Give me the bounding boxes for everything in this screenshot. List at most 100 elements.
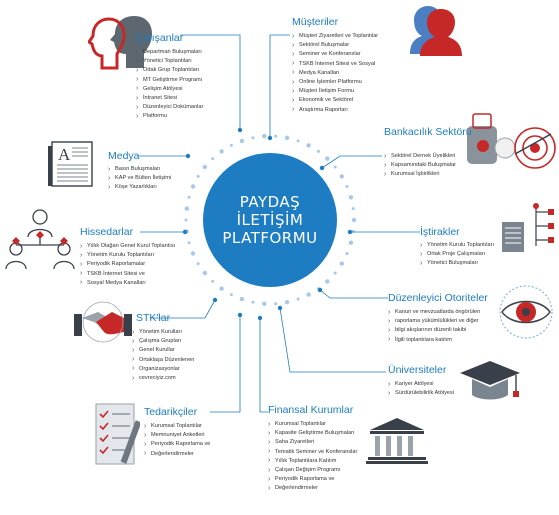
group-stk: STK'lar Yönetim KurullarıÇalışma Gruplar… (132, 312, 194, 383)
ring-dot (351, 217, 357, 223)
ring-dot (325, 279, 330, 284)
connector-finansal (259, 318, 268, 413)
group-universiteler: Üniversiteler Kariyer AtölyesiSürdürüleb… (388, 364, 454, 398)
list-item: MT Geliştirme Programı (136, 75, 203, 85)
group-finansal: Finansal Kurumlar Kurumsal ToplantılarKa… (268, 404, 357, 494)
list-item: Çalışma Grupları (132, 337, 194, 346)
ring-dot (190, 251, 196, 256)
ring-dot (274, 134, 278, 138)
group-title: Hissedarlar (80, 226, 134, 238)
ring-dot (251, 136, 255, 140)
list-item: Genel Kurullar (132, 346, 194, 355)
ring-dot (202, 270, 207, 276)
ring-dot (190, 184, 196, 189)
target-icon (467, 113, 556, 169)
list-item: Müşteri Ziyaretleri ve Toplantılar (292, 31, 378, 41)
item-list: Kurumsal ToplantılarKapasite Geliştirme … (268, 419, 357, 494)
group-bankacilik: Bankacılık Sektörü Sektörel Dernek Üyeli… (384, 126, 472, 180)
list-item: bilgi akışlarının düzenli takibi (388, 326, 488, 335)
ring-dot (274, 302, 278, 306)
list-item: raporlama yükümlülükleri ve diğer (388, 317, 488, 326)
ring-dot (251, 300, 255, 304)
ring-dot (316, 149, 320, 153)
connector-bankacilik (321, 155, 382, 169)
list-item: Seminer ve Konferanslar (292, 50, 378, 59)
list-item: Memnuniyet Anketleri (144, 431, 210, 440)
list-item: Gelişim Atölyesi (136, 84, 203, 94)
list-item: Kapasite Geliştirme Buluşmaları (268, 429, 357, 438)
ring-dot (229, 293, 233, 297)
ring-dot (333, 165, 337, 169)
list-item: Sektörel Dernek Üyelikleri (384, 151, 472, 161)
list-item: TSKB İnternet Sitesi ve (80, 269, 175, 279)
list-item: Kurumsal İşbirlikleri (384, 170, 472, 179)
ring-dot (184, 218, 188, 222)
list-item: Değerlendirmeler (268, 484, 357, 493)
list-item: TSKB İnternet Sitesi ve Sosyal (292, 59, 378, 69)
newspaper-icon: A (48, 141, 93, 187)
list-item: Online İşlemler Platformu (292, 78, 378, 87)
list-item: Yıllık Toplantılara Katılım (268, 456, 357, 466)
list-item: Yönetim Kurulu Toplantıları (80, 251, 175, 260)
item-list: Yönetim Kurulu ToplantılarıOrtak Proje Ç… (420, 240, 494, 269)
ring-dot (229, 143, 233, 147)
group-calisanlar: Çalışanlar Departman BuluşmalarıYönetici… (136, 32, 203, 122)
item-list: Yıllık Olağan Genel Kurul ToplantısıYöne… (80, 241, 175, 288)
group-title: Finansal Kurumlar (268, 404, 354, 416)
group-istirakler: İştirakler Yönetim Kurulu ToplantılarıOr… (420, 226, 494, 269)
ring-dot (219, 286, 224, 291)
list-item: Düzenleyici Dokümanlar (136, 103, 203, 112)
group-hissedarlar: Hissedarlar Yıllık Olağan Genel Kurul To… (80, 226, 175, 288)
ring-dot (306, 292, 311, 297)
list-item: Departman Buluşmaları (136, 47, 203, 57)
ring-dot (239, 296, 245, 302)
bank-building-icon (366, 418, 428, 464)
item-list: Kariyer AtölyesiSürdürülebilirlik Atölye… (388, 379, 454, 398)
item-list: Kanun ve mevzuatlarda öngörülenraporlama… (388, 307, 488, 345)
item-list: Kurumsal ToplantılarMemnuniyet Anketleri… (144, 421, 210, 459)
ring-dot (284, 135, 290, 140)
group-title: Müşteriler (292, 16, 339, 28)
group-title: Medya (108, 150, 140, 162)
connector-stk (150, 299, 216, 319)
list-item: Kurumsal Toplantılar (268, 419, 357, 429)
list-item: Köşe Yazarlıkları (108, 183, 171, 192)
list-item: Ekonomik ve Sektörel (292, 96, 378, 105)
list-item: Basın Buluşmaları (108, 164, 171, 174)
group-duzenleyici: Düzenleyici Otoriteler Kanun ve mevzuatl… (388, 292, 488, 345)
group-medya: Medya Basın BuluşmalarıKAP ve Bülten İle… (108, 150, 171, 193)
list-item: Yönetici Buluşmaları (420, 259, 494, 268)
group-title: Bankacılık Sektörü (384, 126, 472, 138)
group-tedarikciler: Tedarikçiler Kurumsal ToplantılarMemnuni… (144, 406, 210, 459)
list-item: KAP ve Bülten İletişimi (108, 174, 171, 183)
connector-universiteler (279, 307, 386, 373)
center-title-line-3: PLATFORMU (222, 229, 318, 247)
group-title: STK'lar (136, 312, 171, 324)
org-chart-icon (502, 203, 554, 252)
item-list: Departman BuluşmalarıYönetici Toplantıla… (136, 47, 203, 122)
ring-dot (184, 206, 189, 211)
ring-dot (187, 241, 191, 245)
list-item: Araştırma Raporları (292, 105, 378, 115)
ring-dot (187, 195, 191, 199)
ring-dot (306, 143, 311, 148)
group-title: Çalışanlar (136, 32, 184, 44)
list-item: Tematik Seminer ve Konferanslar (268, 447, 357, 457)
list-item: Yönetici Toplantıları (136, 57, 203, 66)
list-item: Organizasyonlar (132, 364, 194, 374)
connector-calisanlar (180, 34, 241, 130)
handshake-icon (74, 301, 132, 343)
connector-duzenleyici (319, 289, 388, 299)
ring-dot (239, 138, 245, 144)
ring-dot (345, 252, 349, 255)
ring-dot (351, 207, 355, 211)
list-item: Çalışan Değişim Programı (268, 466, 357, 475)
list-item: Değerlendirmeler (144, 449, 210, 459)
ring-dot (211, 279, 215, 283)
list-item: Sosyal Medya Kanalları (80, 278, 175, 288)
graduation-cap-icon (460, 361, 520, 400)
eye-icon (499, 285, 553, 339)
list-item: Saha Ziyaretleri (268, 438, 357, 447)
ring-dot (333, 271, 337, 275)
